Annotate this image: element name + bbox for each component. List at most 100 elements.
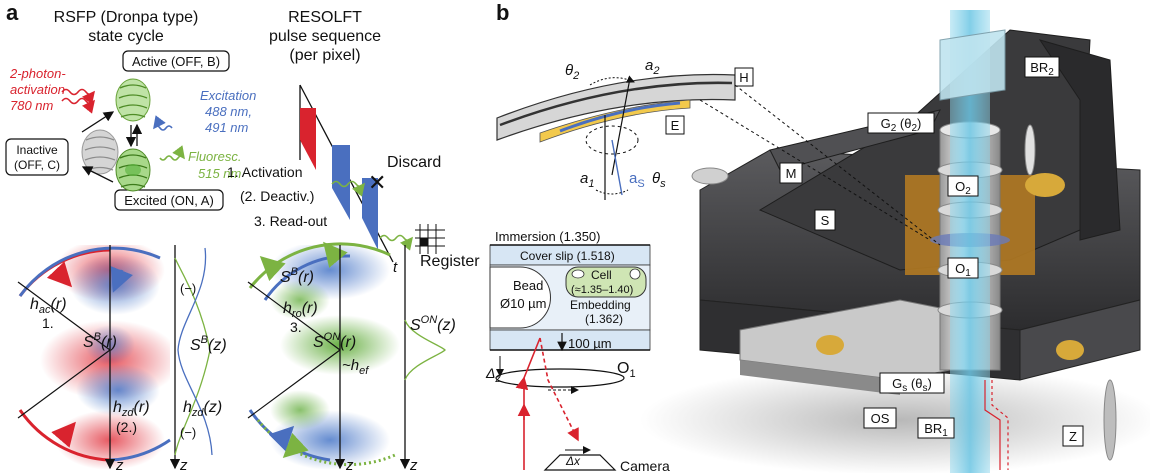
- panel-b-label: b: [496, 0, 509, 25]
- fluorescence-text-2: 515 nm: [198, 166, 242, 181]
- sb-z-label: SB(z): [190, 334, 227, 354]
- protein-active-icon: [115, 78, 151, 122]
- objective-lens: [495, 368, 625, 388]
- excited-to-inactive-arrow: [81, 166, 114, 183]
- profile1-green-curve: [174, 257, 211, 456]
- panel-a-label: a: [6, 0, 19, 25]
- sb-r-label: SB(r): [83, 331, 117, 351]
- son-r-label: SON(r): [313, 331, 356, 351]
- svg-text:O2: O2: [955, 179, 971, 197]
- h-ro-label: hro(r): [283, 300, 318, 320]
- excitation-text-2: 488 nm,: [205, 104, 252, 119]
- delta-x-label: Δx: [565, 454, 581, 468]
- tag-H-box: [734, 67, 754, 87]
- holder-axis-as: [611, 139, 623, 196]
- delta-z-label: Δz: [485, 365, 500, 385]
- immersion-label: Immersion (1.350): [495, 229, 600, 244]
- state-cycle-title: RSFP (Dronpa type): [54, 9, 199, 26]
- inactive-state-label-1: Inactive: [16, 143, 58, 157]
- tag-E-box: [665, 115, 685, 135]
- inset-connector-2: [699, 99, 931, 241]
- red-ray-dashed: [539, 337, 579, 442]
- bead-label-2: Ø10 µm: [500, 296, 547, 311]
- svg-text:BR1: BR1: [924, 421, 948, 439]
- svg-text:Gs (θs): Gs (θs): [892, 376, 932, 394]
- active-state-label: Active (OFF, B): [132, 54, 220, 69]
- tag-O2: O2: [947, 175, 979, 197]
- excitation-text-3: 491 nm: [205, 120, 249, 135]
- svg-text:M: M: [786, 166, 797, 181]
- tag-OS: OS: [863, 407, 897, 429]
- readout-pulse: [362, 178, 378, 250]
- psf2-green-arrow-left: [259, 255, 286, 282]
- excited-state-box: [114, 189, 224, 211]
- svg-text:Z: Z: [1069, 429, 1077, 444]
- tag-H-label: H: [739, 70, 748, 85]
- svg-text:BR2: BR2: [1030, 60, 1054, 78]
- protein-inactive-icon: [81, 129, 119, 175]
- inactive-state-label-2: (OFF, C): [14, 158, 60, 172]
- camera-icon: [543, 454, 617, 471]
- sb-r2-label: SB(r): [280, 266, 314, 286]
- psf1-blue-arc: [18, 246, 161, 297]
- activation-text-1: 2-photon-: [9, 66, 66, 81]
- bead-label-1: Bead: [513, 278, 543, 293]
- psf1-z-label: z: [115, 457, 124, 473]
- thetas-arc: [595, 189, 629, 195]
- deactivation-pulse: [332, 145, 350, 220]
- step-readout-label: 3. Read-out: [254, 213, 327, 229]
- tag-G2: G2 (θ2): [867, 112, 935, 134]
- thetas-label: θs: [652, 170, 666, 190]
- state-cycle-subtitle: state cycle: [88, 28, 164, 45]
- excitation-text-1: Excitation: [200, 88, 256, 103]
- profile1-minus-top: (−): [180, 281, 196, 296]
- active-state-box: [122, 50, 230, 72]
- tag-S: S: [814, 209, 836, 231]
- cell-label-2: (≈1.35–1.40): [571, 284, 633, 296]
- tag-BR2: BR2: [1024, 56, 1060, 78]
- fluorescence-wavy-arrow: [159, 145, 185, 161]
- psf2-cone-lower: [247, 349, 341, 419]
- as-label: aS: [629, 170, 645, 190]
- excited-state-label: Excited (ON, A): [124, 193, 214, 208]
- time-axis-label: t: [393, 259, 398, 276]
- step-activation-label: 1. Activation: [227, 164, 303, 180]
- tag-E-label: E: [671, 118, 680, 133]
- discard-label: Discard: [387, 154, 441, 171]
- tag-M: M: [779, 162, 803, 184]
- a1-label: a1: [580, 170, 594, 190]
- psf1-cone-upper: [17, 281, 111, 351]
- cell-label-1: Cell: [591, 268, 612, 282]
- psf1-red-lower-arrow: [51, 421, 76, 448]
- psf2-z-label: z: [345, 457, 354, 473]
- svg-text:O1: O1: [955, 261, 971, 279]
- svg-text:S: S: [821, 213, 830, 228]
- pulse-seq-title-3: (per pixel): [289, 47, 360, 64]
- theta2-label: θ2: [565, 62, 579, 82]
- psf1-blue-arc-lower: [109, 438, 171, 462]
- activation-text-3: 780 nm: [10, 98, 54, 113]
- fluorescence-text-1: Fluoresc.: [188, 149, 241, 164]
- embedding-label-1: Embedding: [570, 298, 631, 312]
- psf2-green-arrow-top: [323, 241, 348, 268]
- h-ef-label: ~hef: [342, 357, 369, 377]
- profile1-blue-curve: [177, 247, 213, 456]
- activation-text-2: activation: [10, 82, 65, 97]
- hzd-z-label: hzd(z): [183, 399, 222, 419]
- discard-wavy-arrow: [331, 180, 366, 197]
- h-zd-label: hzd(r): [113, 399, 150, 419]
- son-z-label: SON(z): [410, 314, 456, 334]
- pulse-seq-title-1: RESOLFT: [288, 9, 362, 26]
- pulse-seq-title-2: pulse sequence: [269, 28, 381, 45]
- activation-pulse: [300, 108, 316, 170]
- activation-wavy-arrow-2: [61, 97, 96, 114]
- activation-wavy-arrow-1: [61, 88, 96, 105]
- psf1-red-ray-arrow: [46, 261, 73, 288]
- tag-Z: Z: [1062, 425, 1084, 447]
- tag-O1: O1: [947, 257, 979, 279]
- inactive-state-box: [5, 138, 69, 176]
- objective-label: O1: [617, 360, 636, 380]
- tag-BR1: BR1: [917, 417, 955, 439]
- psf2-green-arrow-lower: [282, 432, 309, 459]
